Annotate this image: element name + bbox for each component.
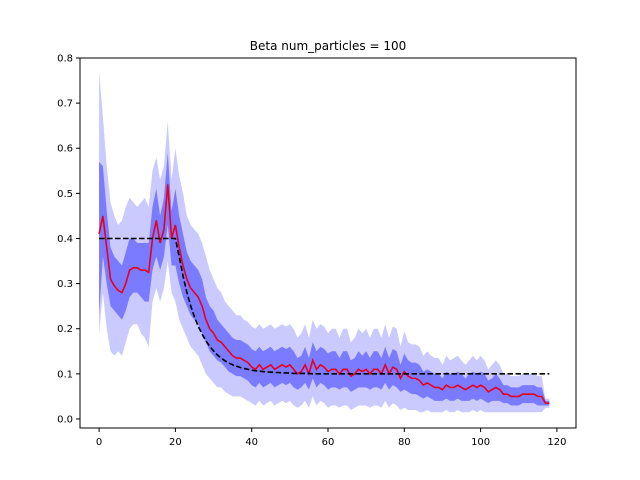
y-tick-label: 0.6	[57, 144, 73, 155]
y-tick-label: 0.8	[57, 54, 73, 65]
x-tick-label: 80	[398, 437, 411, 448]
y-axis-ticks: 0.0 0.1 0.2 0.3 0.4 0.5 0.6 0.7 0.8	[57, 54, 80, 425]
x-axis-ticks: 0 20 40 60 80 100 120	[96, 428, 566, 448]
chart-title: Beta num_particles = 100	[250, 39, 407, 53]
x-tick-label: 120	[547, 437, 566, 448]
y-tick-label: 0.2	[57, 324, 73, 335]
y-tick-label: 0.5	[57, 189, 73, 200]
inner-band-layer	[99, 152, 550, 406]
x-tick-label: 20	[169, 437, 182, 448]
y-tick-label: 0.3	[57, 279, 73, 290]
inner-band	[99, 152, 550, 406]
x-tick-label: 0	[96, 437, 102, 448]
y-tick-label: 0.7	[57, 99, 73, 110]
y-tick-label: 0.1	[57, 369, 73, 380]
series-layer	[98, 184, 550, 404]
true-value-line	[99, 237, 550, 375]
x-tick-label: 40	[245, 437, 258, 448]
y-tick-label: 0.4	[57, 234, 73, 245]
x-tick-label: 100	[471, 437, 490, 448]
x-tick-label: 60	[322, 437, 335, 448]
y-tick-label: 0.0	[57, 414, 73, 425]
estimate-line	[98, 184, 550, 404]
